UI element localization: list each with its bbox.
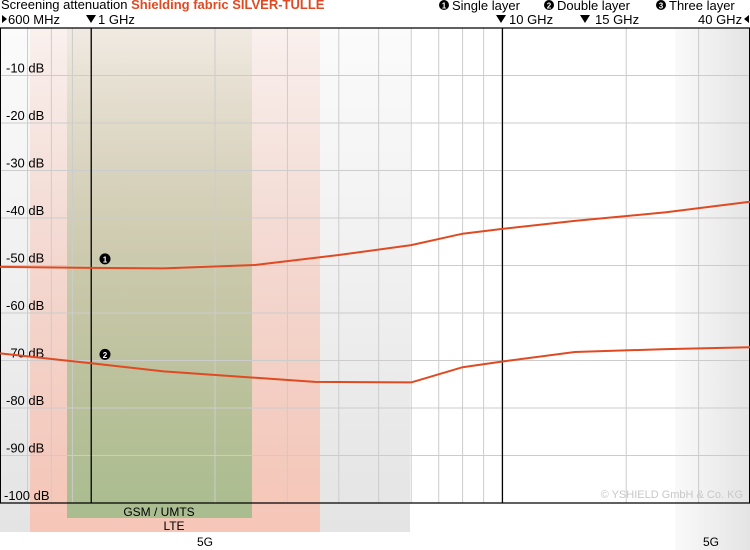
freq-label-1ghz: 1 GHz: [86, 12, 135, 27]
legend-marker-2: 2: [547, 2, 552, 11]
legend-label-double: Double layer: [557, 0, 631, 13]
copyright-notice: © YSHIELD GmbH & Co. KG: [601, 489, 743, 501]
grid-lines: [0, 27, 750, 504]
freq-1ghz-label: 1 GHz: [98, 12, 135, 27]
band-label-5g-low: 5G: [197, 535, 213, 549]
y-tick-label: -80 dB: [6, 393, 44, 408]
legend-label-single: Single layer: [452, 0, 521, 13]
series-line-1: [0, 200, 750, 270]
legend-item-three-layer: 3 Three layer: [656, 0, 735, 13]
frequency-bands: [0, 28, 750, 550]
series-marker-1-icon: [99, 253, 111, 265]
chart-title: Screening attenuation Shielding fabric S…: [1, 0, 325, 12]
triangle-left-icon: [744, 15, 749, 23]
y-tick-label: -30 dB: [6, 156, 44, 171]
y-tick-label: -20 dB: [6, 108, 44, 123]
y-tick-label: -40 dB: [6, 203, 44, 218]
triangle-down-icon: [86, 15, 96, 23]
band-label-lte: LTE: [163, 519, 184, 533]
freq-600mhz-label: 600 MHz: [8, 12, 60, 27]
legend-marker-1: 1: [442, 2, 447, 11]
legend: 1 Single layer 2 Double layer 3 Three la…: [439, 0, 735, 13]
title-product: Shielding fabric SILVER-TULLE: [131, 0, 325, 12]
series-markers: 12: [99, 253, 111, 360]
y-tick-label: -10 dB: [6, 61, 44, 76]
freq-label-40ghz: 40 GHz: [698, 12, 749, 27]
marker-3-icon: [656, 0, 666, 10]
series-marker-label: 2: [103, 351, 108, 360]
band-label-gsm-umts: GSM / UMTS: [123, 505, 194, 519]
freq-label-15ghz: 15 GHz: [580, 12, 639, 27]
series-marker-label: 1: [103, 255, 108, 264]
band-gsm-umts: [67, 28, 252, 518]
triangle-down-icon: [580, 15, 590, 23]
freq-label-600mhz: 600 MHz: [2, 12, 60, 27]
legend-label-three: Three layer: [669, 0, 735, 13]
triangle-down-icon: [496, 15, 506, 23]
marker-1-icon: [439, 0, 449, 10]
freq-15ghz-label: 15 GHz: [595, 12, 639, 27]
title-prefix: Screening attenuation: [1, 0, 131, 12]
y-tick-label: -50 dB: [6, 251, 44, 266]
y-tick-label: -60 dB: [6, 298, 44, 313]
y-tick-labels: -10 dB-20 dB-30 dB-40 dB-50 dB-60 dB-70 …: [4, 61, 50, 504]
triangle-right-icon: [2, 15, 7, 23]
band-5g-high: [675, 28, 750, 550]
series-line-2: [0, 346, 750, 384]
freq-label-10ghz: 10 GHz: [496, 12, 553, 27]
y-tick-label: -100 dB: [4, 488, 50, 503]
legend-marker-3: 3: [659, 2, 664, 11]
series-lines: [0, 200, 750, 384]
y-tick-label: -90 dB: [6, 441, 44, 456]
freq-40ghz-label: 40 GHz: [698, 12, 742, 27]
marker-2-icon: [544, 0, 554, 10]
legend-item-double-layer: 2 Double layer: [544, 0, 631, 13]
band-label-5g-high: 5G: [703, 535, 719, 549]
freq-10ghz-label: 10 GHz: [509, 12, 553, 27]
legend-item-single-layer: 1 Single layer: [439, 0, 521, 13]
series-marker-2-icon: [99, 348, 111, 360]
